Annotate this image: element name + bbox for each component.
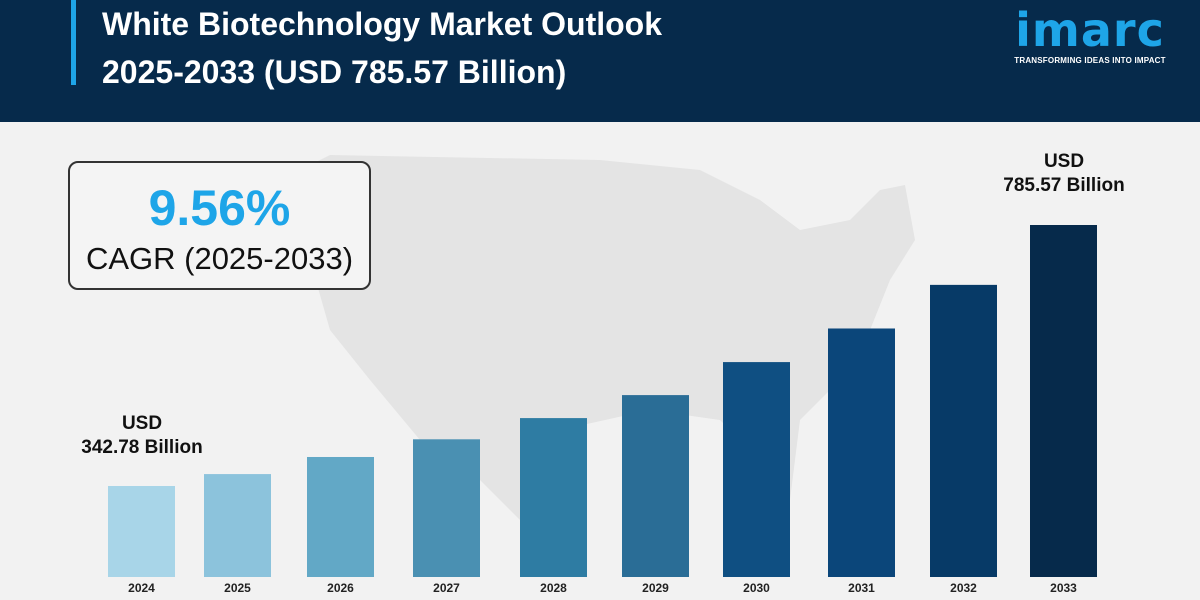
bar-2028	[520, 418, 587, 577]
start-value-annotation: USD 342.78 Billion	[62, 412, 222, 460]
end-value-annotation: USD 785.57 Billion	[984, 150, 1144, 198]
logo-tagline: TRANSFORMING IDEAS INTO IMPACT	[1014, 56, 1166, 65]
x-tick-label: 2027	[433, 581, 460, 595]
cagr-label: CAGR (2025-2033)	[85, 241, 354, 276]
accent-bar	[71, 0, 76, 85]
x-tick-label: 2029	[642, 581, 669, 595]
bar-2030	[723, 362, 790, 577]
bar-2025	[204, 474, 271, 577]
header-banner	[0, 0, 1200, 122]
x-tick-label: 2026	[327, 581, 354, 595]
x-tick-label: 2032	[950, 581, 977, 595]
x-tick-label: 2030	[743, 581, 770, 595]
cagr-box: 9.56% CAGR (2025-2033)	[68, 161, 371, 290]
bar-2027	[413, 439, 480, 577]
x-tick-label: 2033	[1050, 581, 1077, 595]
start-annotation-line1: USD	[121, 413, 163, 434]
end-annotation-line2: 785.57 Billion	[1003, 175, 1125, 196]
bar-2033	[1030, 225, 1097, 577]
bar-2029	[622, 395, 689, 577]
x-tick-label: 2031	[848, 581, 875, 595]
title-line-2: 2025-2033 (USD 785.57 Billion)	[102, 54, 567, 90]
x-tick-label: 2028	[540, 581, 567, 595]
x-tick-label: 2025	[224, 581, 251, 595]
logo-word: imarc	[1015, 3, 1165, 57]
bar-2031	[828, 328, 895, 577]
bar-2024	[108, 486, 175, 577]
imarc-logo: imarc TRANSFORMING IDEAS INTO IMPACT	[1010, 2, 1170, 65]
x-tick-label: 2024	[128, 581, 155, 595]
start-annotation-line2: 342.78 Billion	[81, 437, 203, 458]
title-line-1: White Biotechnology Market Outlook	[102, 6, 663, 42]
page-title: White Biotechnology Market Outlook 2025-…	[102, 0, 662, 96]
cagr-value: 9.56%	[148, 180, 291, 236]
bar-2032	[930, 284, 997, 577]
end-annotation-line1: USD	[1043, 151, 1085, 172]
bar-2026	[307, 456, 374, 577]
